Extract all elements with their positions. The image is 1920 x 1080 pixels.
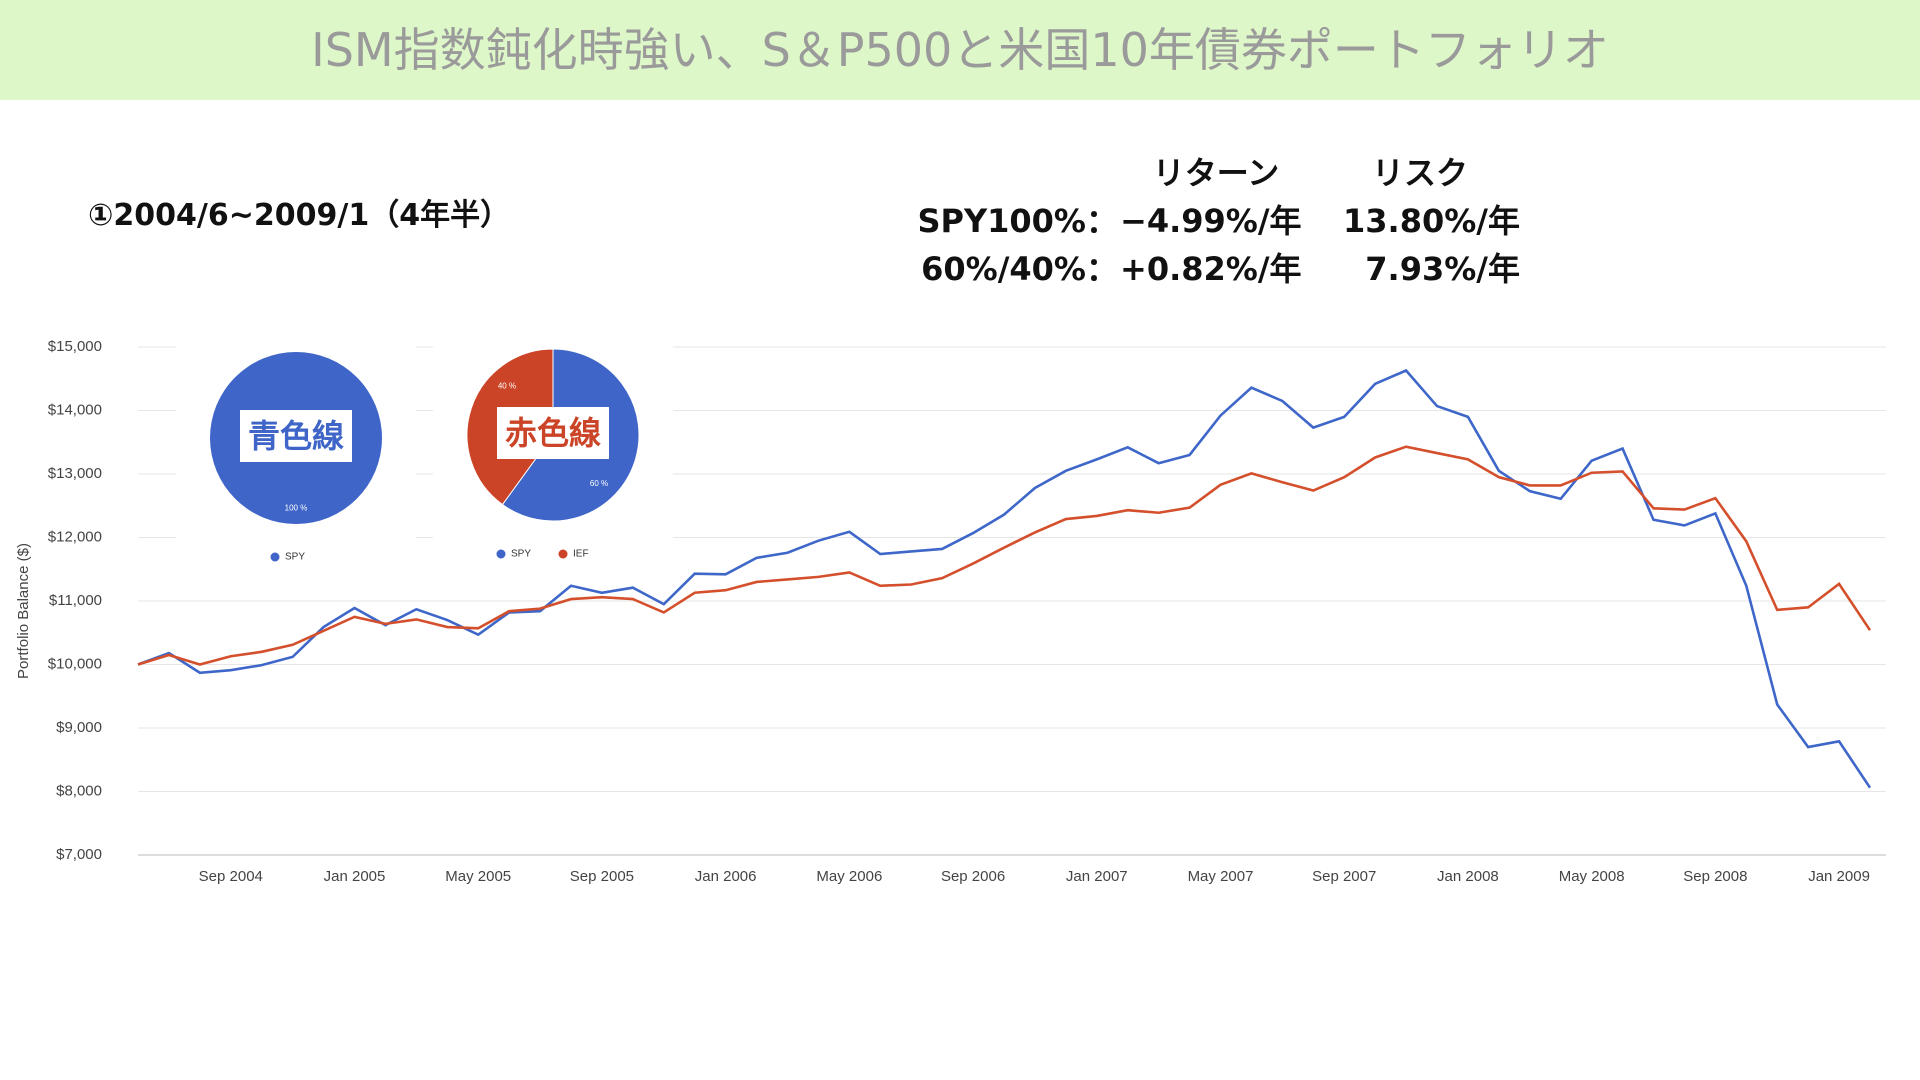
title-bar (0, 0, 1920, 100)
period: ①2004/6~2009/1（4年半） (88, 198, 511, 233)
y-tick-label: $13,000 (48, 465, 102, 482)
x-tick-label: May 2006 (816, 868, 882, 885)
x-tick-label: Jan 2007 (1066, 868, 1128, 885)
pie-value-label: 40 % (498, 381, 516, 390)
x-tick-label: Sep 2007 (1312, 868, 1376, 885)
legend-marker (558, 549, 568, 559)
stats-cell: +0.82%/年 (1120, 250, 1302, 288)
legend-label: SPY (511, 549, 531, 560)
x-tick-label: Sep 2008 (1683, 868, 1747, 885)
legend-label: SPY (285, 552, 305, 563)
x-tick-label: Sep 2004 (199, 868, 263, 885)
y-tick-label: $9,000 (56, 719, 102, 736)
legend-label: IEF (573, 549, 589, 560)
x-tick-label: May 2005 (445, 868, 511, 885)
annotation-box (240, 410, 352, 462)
y-tick-label: $10,000 (48, 655, 102, 672)
stats-header: リスク (1371, 154, 1468, 192)
y-tick-label: $7,000 (56, 846, 102, 863)
y-tick-label: $11,000 (49, 592, 102, 609)
series-line (137, 445, 1872, 666)
x-tick-label: May 2007 (1188, 868, 1254, 885)
stats-cell: −4.99%/年 (1120, 202, 1302, 240)
x-tick-label: Sep 2005 (570, 868, 634, 885)
annotation: 赤色線 (505, 414, 601, 452)
title: ISM指数鈍化時強い、S＆P500と米国10年債券ポートフォリオ (311, 23, 1609, 77)
stats-cell: 60%/40%： (921, 250, 1118, 288)
y-tick-label: $8,000 (56, 782, 102, 799)
legend-marker (496, 549, 506, 559)
series-line (137, 368, 1872, 789)
stats-cell: 13.80%/年 (1343, 202, 1520, 240)
y-tick-label: $12,000 (48, 528, 102, 545)
x-tick-label: Jan 2006 (695, 868, 757, 885)
legend-marker (270, 552, 280, 562)
x-tick-label: May 2008 (1559, 868, 1625, 885)
stats-cell: 7.93%/年 (1365, 250, 1520, 288)
pie-value-label: 100 % (285, 504, 308, 513)
y-tick-label: $15,000 (48, 338, 102, 355)
stats-header: リターン (1152, 154, 1280, 192)
x-tick-label: Jan 2009 (1808, 868, 1870, 885)
annotation: 青色線 (248, 417, 344, 455)
y-axis-label: Portfolio Balance ($) (15, 543, 32, 679)
x-tick-label: Jan 2008 (1437, 868, 1499, 885)
stats-cell: SPY100%： (917, 202, 1118, 240)
x-tick-label: Sep 2006 (941, 868, 1005, 885)
x-tick-label: Jan 2005 (324, 868, 386, 885)
annotation-box (497, 407, 609, 459)
pie-value-label: 60 % (590, 479, 608, 488)
y-tick-label: $14,000 (48, 401, 102, 418)
